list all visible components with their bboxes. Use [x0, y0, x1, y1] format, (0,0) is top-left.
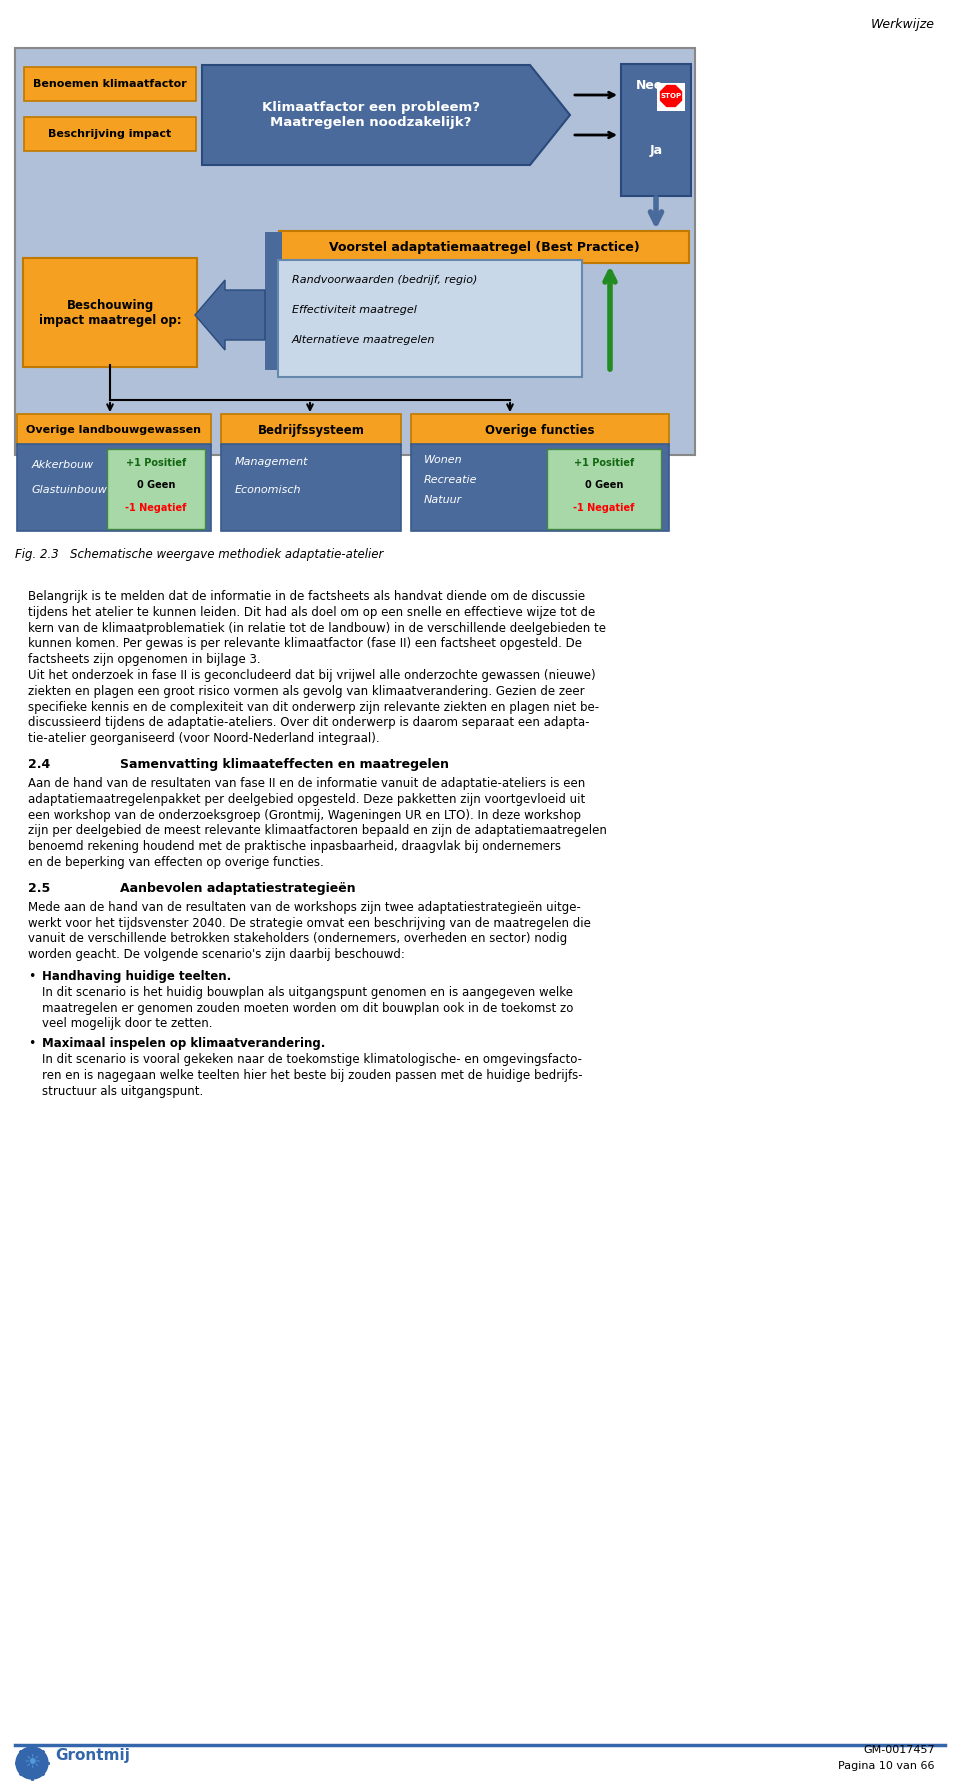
- Text: 2.5: 2.5: [28, 882, 50, 894]
- Text: Nee: Nee: [636, 79, 663, 91]
- Text: Benoemen klimaatfactor: Benoemen klimaatfactor: [34, 79, 187, 89]
- Text: kern van de klimaatproblematiek (in relatie tot de landbouw) in de verschillende: kern van de klimaatproblematiek (in rela…: [28, 621, 606, 635]
- FancyBboxPatch shape: [221, 444, 401, 530]
- FancyBboxPatch shape: [23, 259, 197, 368]
- Text: +1 Positief: +1 Positief: [126, 459, 186, 468]
- Text: Belangrijk is te melden dat de informatie in de factsheets als handvat diende om: Belangrijk is te melden dat de informati…: [28, 591, 586, 603]
- Text: Akkerbouw: Akkerbouw: [32, 461, 94, 469]
- Text: Alternatieve maatregelen: Alternatieve maatregelen: [292, 336, 436, 345]
- Text: •: •: [28, 969, 36, 984]
- Text: Aan de hand van de resultaten van fase II en de informatie vanuit de adaptatie-a: Aan de hand van de resultaten van fase I…: [28, 776, 586, 791]
- FancyBboxPatch shape: [17, 444, 211, 530]
- Text: Overige functies: Overige functies: [485, 423, 595, 437]
- Text: Bedrijfssysteem: Bedrijfssysteem: [257, 423, 365, 437]
- Text: Randvoorwaarden (bedrijf, regio): Randvoorwaarden (bedrijf, regio): [292, 275, 477, 286]
- Text: Natuur: Natuur: [424, 494, 463, 505]
- Text: benoemd rekening houdend met de praktische inpasbaarheid, draagvlak bij ondernem: benoemd rekening houdend met de praktisc…: [28, 841, 561, 853]
- FancyBboxPatch shape: [411, 414, 669, 446]
- Text: -1 Negatief: -1 Negatief: [126, 503, 186, 512]
- Text: Maximaal inspelen op klimaatverandering.: Maximaal inspelen op klimaatverandering.: [42, 1037, 325, 1050]
- FancyBboxPatch shape: [24, 118, 196, 152]
- FancyBboxPatch shape: [621, 64, 691, 196]
- Text: kunnen komen. Per gewas is per relevante klimaatfactor (fase II) een factsheet o: kunnen komen. Per gewas is per relevante…: [28, 637, 582, 650]
- Text: specifieke kennis en de complexiteit van dit onderwerp zijn relevante ziekten en: specifieke kennis en de complexiteit van…: [28, 700, 599, 714]
- FancyBboxPatch shape: [278, 261, 582, 377]
- Text: Samenvatting klimaateffecten en maatregelen: Samenvatting klimaateffecten en maatrege…: [120, 759, 449, 771]
- Text: en de beperking van effecten op overige functies.: en de beperking van effecten op overige …: [28, 857, 324, 869]
- Text: 0 Geen: 0 Geen: [585, 480, 623, 491]
- Text: In dit scenario is het huidig bouwplan als uitgangspunt genomen en is aangegeven: In dit scenario is het huidig bouwplan a…: [42, 985, 573, 1000]
- FancyBboxPatch shape: [279, 230, 689, 262]
- Text: Beschrijving impact: Beschrijving impact: [48, 129, 172, 139]
- Text: Wonen: Wonen: [424, 455, 463, 466]
- Text: ☀: ☀: [23, 1753, 40, 1773]
- Text: ren en is nagegaan welke teelten hier het beste bij zouden passen met de huidige: ren en is nagegaan welke teelten hier he…: [42, 1069, 583, 1082]
- Text: Werkwijze: Werkwijze: [871, 18, 935, 30]
- FancyBboxPatch shape: [221, 414, 401, 446]
- Polygon shape: [195, 280, 265, 350]
- FancyBboxPatch shape: [24, 68, 196, 102]
- FancyBboxPatch shape: [17, 414, 211, 446]
- Text: ziekten en plagen een groot risico vormen als gevolg van klimaatverandering. Gez: ziekten en plagen een groot risico vorme…: [28, 685, 585, 698]
- FancyBboxPatch shape: [107, 450, 205, 528]
- Text: Overige landbouwgewassen: Overige landbouwgewassen: [27, 425, 202, 436]
- Text: Voorstel adaptatiemaatregel (Best Practice): Voorstel adaptatiemaatregel (Best Practi…: [328, 241, 639, 253]
- Text: -1 Negatief: -1 Negatief: [573, 503, 635, 512]
- Text: Klimaatfactor een probleem?
Maatregelen noodzakelijk?: Klimaatfactor een probleem? Maatregelen …: [262, 102, 480, 129]
- Text: Ja: Ja: [649, 143, 662, 157]
- Circle shape: [16, 1748, 48, 1780]
- Text: Recreatie: Recreatie: [424, 475, 477, 486]
- FancyBboxPatch shape: [265, 232, 282, 369]
- Text: discussieerd tijdens de adaptatie-ateliers. Over dit onderwerp is daarom separaa: discussieerd tijdens de adaptatie-atelie…: [28, 716, 589, 730]
- Text: vanuit de verschillende betrokken stakeholders (ondernemers, overheden en sector: vanuit de verschillende betrokken stakeh…: [28, 932, 567, 946]
- Text: factsheets zijn opgenomen in bijlage 3.: factsheets zijn opgenomen in bijlage 3.: [28, 653, 260, 666]
- Text: Uit het onderzoek in fase II is geconcludeerd dat bij vrijwel alle onderzochte g: Uit het onderzoek in fase II is geconclu…: [28, 669, 595, 682]
- Text: Economisch: Economisch: [235, 486, 301, 494]
- FancyBboxPatch shape: [547, 450, 661, 528]
- Text: veel mogelijk door te zetten.: veel mogelijk door te zetten.: [42, 1017, 212, 1030]
- FancyBboxPatch shape: [411, 444, 669, 530]
- Text: 0 Geen: 0 Geen: [137, 480, 175, 491]
- Text: Grontmij: Grontmij: [55, 1748, 130, 1762]
- Text: 2.4: 2.4: [28, 759, 50, 771]
- Text: Aanbevolen adaptatiestrategieën: Aanbevolen adaptatiestrategieën: [120, 882, 355, 894]
- Text: structuur als uitgangspunt.: structuur als uitgangspunt.: [42, 1085, 204, 1098]
- Text: worden geacht. De volgende scenario's zijn daarbij beschouwd:: worden geacht. De volgende scenario's zi…: [28, 948, 405, 960]
- Text: Management: Management: [235, 457, 308, 468]
- Text: Pagina 10 van 66: Pagina 10 van 66: [838, 1762, 935, 1771]
- Text: Beschouwing
impact maatregel op:: Beschouwing impact maatregel op:: [38, 300, 181, 327]
- Text: Mede aan de hand van de resultaten van de workshops zijn twee adaptatiestrategie: Mede aan de hand van de resultaten van d…: [28, 901, 581, 914]
- FancyBboxPatch shape: [15, 48, 695, 455]
- Text: In dit scenario is vooral gekeken naar de toekomstige klimatologische- en omgevi: In dit scenario is vooral gekeken naar d…: [42, 1053, 582, 1066]
- Text: zijn per deelgebied de meest relevante klimaatfactoren bepaald en zijn de adapta: zijn per deelgebied de meest relevante k…: [28, 825, 607, 837]
- FancyBboxPatch shape: [657, 82, 685, 111]
- Text: een workshop van de onderzoeksgroep (Grontmij, Wageningen UR en LTO). In deze wo: een workshop van de onderzoeksgroep (Gro…: [28, 809, 581, 821]
- Text: STOP: STOP: [660, 93, 682, 98]
- Text: Handhaving huidige teelten.: Handhaving huidige teelten.: [42, 969, 231, 984]
- Text: +1 Positief: +1 Positief: [574, 459, 635, 468]
- Text: Fig. 2.3   Schematische weergave methodiek adaptatie-atelier: Fig. 2.3 Schematische weergave methodiek…: [15, 548, 383, 560]
- Polygon shape: [202, 64, 570, 164]
- Text: tie-atelier georganiseerd (voor Noord-Nederland integraal).: tie-atelier georganiseerd (voor Noord-Ne…: [28, 732, 379, 744]
- Text: tijdens het atelier te kunnen leiden. Dit had als doel om op een snelle en effec: tijdens het atelier te kunnen leiden. Di…: [28, 605, 595, 619]
- Text: adaptatiemaatregelenpakket per deelgebied opgesteld. Deze pakketten zijn voortge: adaptatiemaatregelenpakket per deelgebie…: [28, 793, 586, 805]
- Text: maatregelen er genomen zouden moeten worden om dit bouwplan ook in de toekomst z: maatregelen er genomen zouden moeten wor…: [42, 1001, 573, 1014]
- Text: werkt voor het tijdsvenster 2040. De strategie omvat een beschrijving van de maa: werkt voor het tijdsvenster 2040. De str…: [28, 917, 590, 930]
- Text: Glastuinbouw: Glastuinbouw: [32, 486, 108, 494]
- Text: GM-0017457: GM-0017457: [863, 1746, 935, 1755]
- Polygon shape: [659, 84, 683, 109]
- Text: •: •: [28, 1037, 36, 1050]
- Text: Effectiviteit maatregel: Effectiviteit maatregel: [292, 305, 417, 314]
